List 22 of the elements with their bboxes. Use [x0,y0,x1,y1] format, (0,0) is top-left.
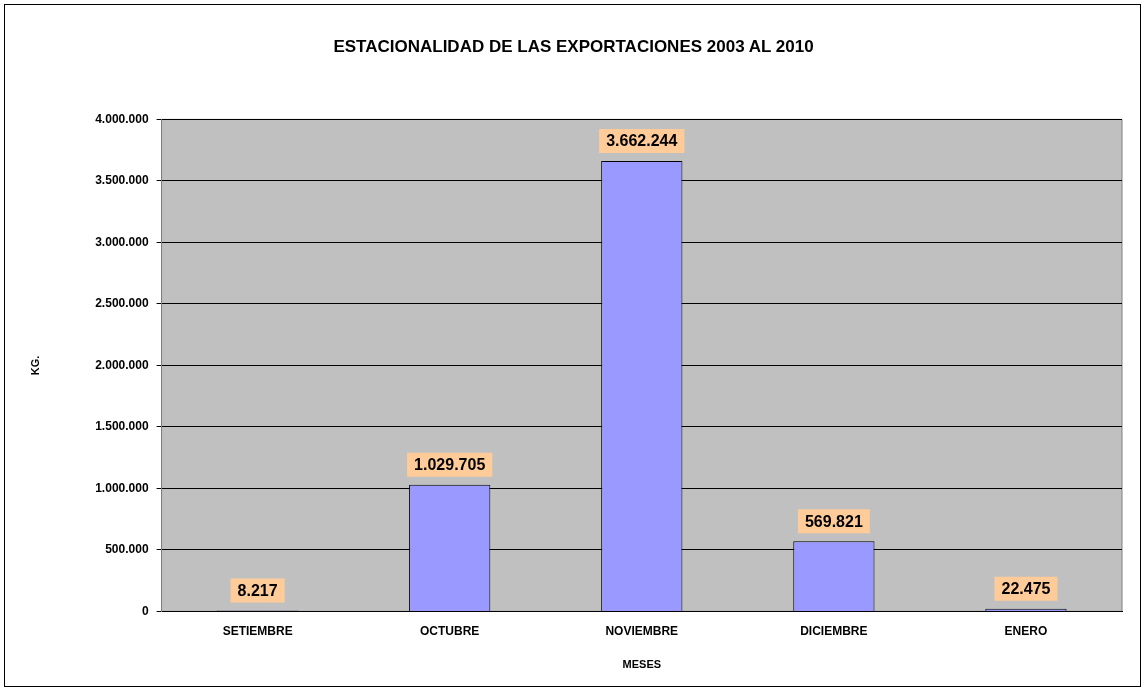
x-tick-label: ENERO [1004,623,1048,638]
y-tick-label: 1.500.000 [95,419,149,434]
x-tick-label: DICIEMBRE [800,623,868,638]
y-tick-label: 3.500.000 [95,173,149,188]
y-tick-label: 4.000.000 [95,111,149,126]
data-label: 3.662.244 [606,132,678,150]
y-tick-label: 2.000.000 [95,357,149,372]
x-tick-label: OCTUBRE [420,623,480,638]
data-label: 22.475 [1001,580,1051,598]
x-tick-label: SETIEMBRE [222,623,293,638]
y-tick-label: 500.000 [105,542,149,557]
x-tick-label: NOVIEMBRE [605,623,679,638]
data-label: 8.217 [237,581,278,599]
y-axis-title: KG. [28,355,41,376]
x-axis-title: MESES [622,658,662,671]
y-tick-label: 3.000.000 [95,234,149,249]
y-tick-label: 1.000.000 [95,480,149,495]
data-label: 1.029.705 [414,456,486,474]
y-tick-label: 2.500.000 [95,296,149,311]
data-label: 569.821 [804,512,863,530]
y-tick-label: 0 [141,603,149,618]
chart-title: ESTACIONALIDAD DE LAS EXPORTACIONES 2003 AL 2010 [333,36,814,56]
